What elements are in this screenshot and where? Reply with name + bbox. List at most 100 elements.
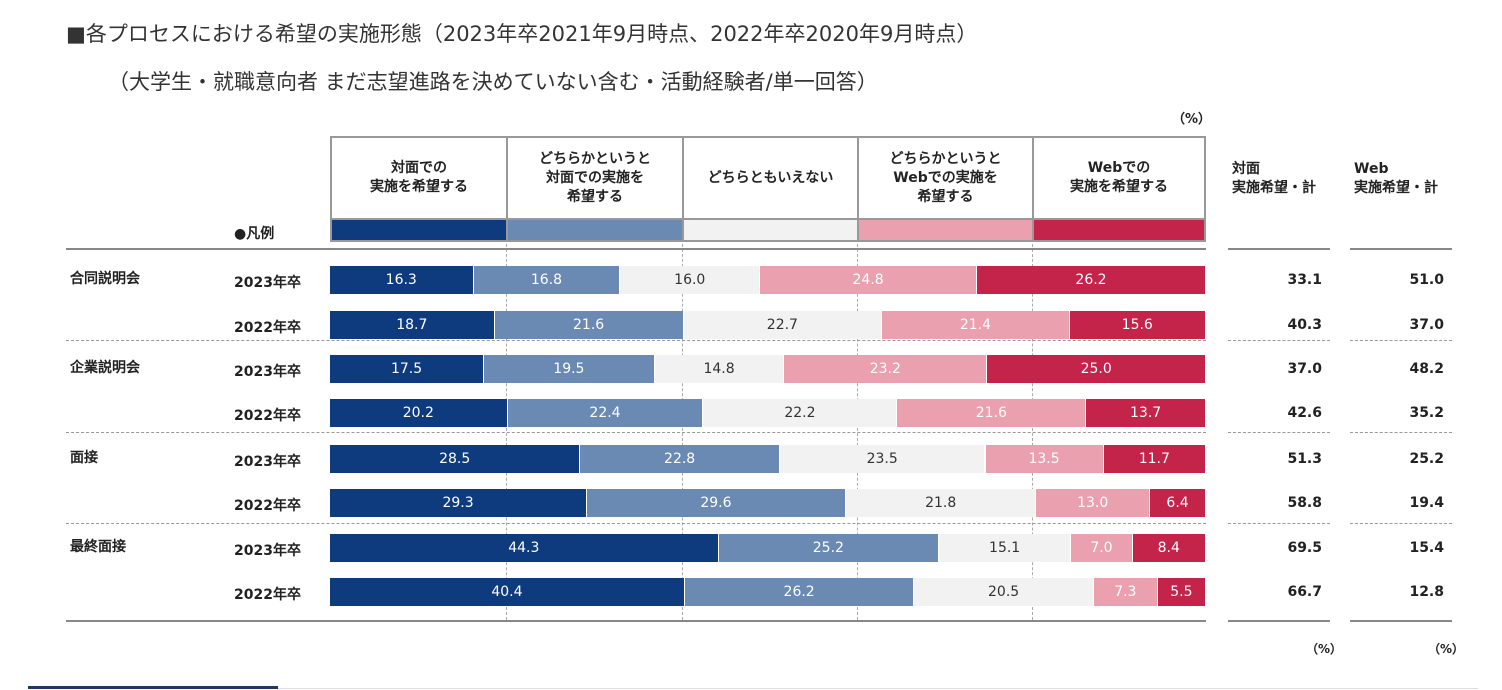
bar-segment: 23.5 xyxy=(778,445,985,473)
bar-segment: 21.6 xyxy=(493,311,683,339)
legend-header-5: Webでの 実施を希望する xyxy=(1032,136,1206,220)
web-col-separator-3 xyxy=(1350,523,1452,524)
face-total-unit: （%） xyxy=(1306,642,1343,656)
legend-swatch-2 xyxy=(506,220,684,242)
year-label: 2023年卒 xyxy=(234,364,301,380)
category-label: 合同説明会 xyxy=(70,271,140,287)
legend-header-4: どちらかというと Webでの実施を 希望する xyxy=(857,136,1034,220)
legend-swatch-5 xyxy=(1032,220,1206,242)
face-col-bottom-rule xyxy=(1228,620,1330,622)
face-col-top-rule xyxy=(1228,248,1330,250)
group-separator-3 xyxy=(66,523,1206,524)
year-label: 2023年卒 xyxy=(234,454,301,470)
bar-segment: 20.5 xyxy=(913,578,1093,606)
bar-segment: 25.0 xyxy=(986,355,1206,383)
bar-segment: 23.2 xyxy=(783,355,987,383)
bar-segment: 7.3 xyxy=(1092,578,1157,606)
bar-segment: 16.8 xyxy=(472,266,620,294)
face-col-separator-1 xyxy=(1228,340,1330,341)
category-label: 面接 xyxy=(70,450,98,466)
face-total-value: 40.3 xyxy=(1287,317,1322,333)
web-total-value: 37.0 xyxy=(1409,317,1444,333)
legend-label: ●凡例 xyxy=(234,226,275,242)
bar-segment: 40.4 xyxy=(330,578,684,606)
bar-segment: 11.7 xyxy=(1102,445,1205,473)
year-label: 2023年卒 xyxy=(234,543,301,559)
web-col-separator-1 xyxy=(1350,340,1452,341)
footer-rule-light xyxy=(278,688,1478,689)
face-total-value: 58.8 xyxy=(1287,495,1322,511)
table-top-rule xyxy=(66,248,1206,250)
bar-segment: 26.2 xyxy=(683,578,914,606)
year-label: 2022年卒 xyxy=(234,320,301,336)
bar-segment: 21.4 xyxy=(881,311,1069,339)
face-total-header: 対面 実施希望・計 xyxy=(1232,161,1316,196)
bar-segment: 44.3 xyxy=(330,534,718,562)
group-separator-1 xyxy=(66,340,1206,341)
web-total-value: 12.8 xyxy=(1409,584,1444,600)
web-total-value: 19.4 xyxy=(1409,495,1444,511)
bar-segment: 16.3 xyxy=(330,266,473,294)
face-col-separator-2 xyxy=(1228,432,1330,433)
web-total-value: 51.0 xyxy=(1409,272,1444,288)
face-total-value: 69.5 xyxy=(1287,540,1322,556)
bar-segment: 21.8 xyxy=(844,489,1036,517)
face-total-value: 42.6 xyxy=(1287,405,1322,421)
year-label: 2022年卒 xyxy=(234,408,301,424)
bar-segment: 20.2 xyxy=(330,399,507,427)
face-total-value: 33.1 xyxy=(1287,272,1322,288)
bar-segment: 22.2 xyxy=(702,399,897,427)
year-label: 2022年卒 xyxy=(234,587,301,603)
bar-segment: 25.2 xyxy=(717,534,939,562)
bar-segment: 8.4 xyxy=(1131,534,1205,562)
bar-segment: 22.7 xyxy=(682,311,882,339)
bar-segment: 26.2 xyxy=(976,266,1205,294)
unit-label: （%） xyxy=(1172,112,1212,127)
bar-segment: 29.3 xyxy=(330,489,587,517)
bar-segment: 28.5 xyxy=(330,445,580,473)
bar-segment: 16.0 xyxy=(619,266,760,294)
web-total-value: 35.2 xyxy=(1409,405,1444,421)
bar-segment: 13.5 xyxy=(984,445,1103,473)
web-total-unit: （%） xyxy=(1428,642,1465,656)
web-col-separator-2 xyxy=(1350,432,1452,433)
bar-segment: 19.5 xyxy=(483,355,654,383)
web-total-header: Web 実施希望・計 xyxy=(1354,161,1438,196)
legend-swatch-3 xyxy=(682,220,859,242)
bar-segment: 13.7 xyxy=(1085,399,1205,427)
face-col-separator-3 xyxy=(1228,523,1330,524)
web-col-top-rule xyxy=(1350,248,1452,250)
bar-segment: 24.8 xyxy=(759,266,976,294)
bar-segment: 22.4 xyxy=(506,399,703,427)
web-total-value: 25.2 xyxy=(1409,451,1444,467)
bar-segment: 22.8 xyxy=(579,445,779,473)
bar-segment: 29.6 xyxy=(586,489,845,517)
bar-segment: 6.4 xyxy=(1149,489,1205,517)
bar-segment: 18.7 xyxy=(330,311,494,339)
bar-segment: 7.0 xyxy=(1070,534,1132,562)
bar-segment: 15.1 xyxy=(938,534,1071,562)
year-label: 2022年卒 xyxy=(234,498,301,514)
chart-subtitle: （大学生・就職意向者 まだ志望進路を決めていない含む・活動経験者/単一回答） xyxy=(108,70,878,94)
bar-segment: 21.6 xyxy=(896,399,1086,427)
face-total-value: 37.0 xyxy=(1287,361,1322,377)
legend-header-3: どちらともいえない xyxy=(682,136,859,220)
legend-header-1: 対面での 実施を希望する xyxy=(330,136,508,220)
bar-segment: 5.5 xyxy=(1156,578,1205,606)
table-bottom-rule xyxy=(66,620,1206,622)
category-label: 企業説明会 xyxy=(70,360,140,376)
legend-swatch-1 xyxy=(330,220,508,242)
group-separator-2 xyxy=(66,432,1206,433)
bar-segment: 17.5 xyxy=(330,355,484,383)
face-total-value: 51.3 xyxy=(1287,451,1322,467)
web-col-bottom-rule xyxy=(1350,620,1452,622)
legend-header-2: どちらかというと 対面での実施を 希望する xyxy=(506,136,684,220)
web-total-value: 48.2 xyxy=(1409,361,1444,377)
bar-segment: 14.8 xyxy=(653,355,784,383)
year-label: 2023年卒 xyxy=(234,275,301,291)
footer-rule xyxy=(28,686,278,689)
category-label: 最終面接 xyxy=(70,539,126,555)
legend-swatch-4 xyxy=(857,220,1034,242)
face-total-value: 66.7 xyxy=(1287,584,1322,600)
bar-segment: 15.6 xyxy=(1068,311,1205,339)
